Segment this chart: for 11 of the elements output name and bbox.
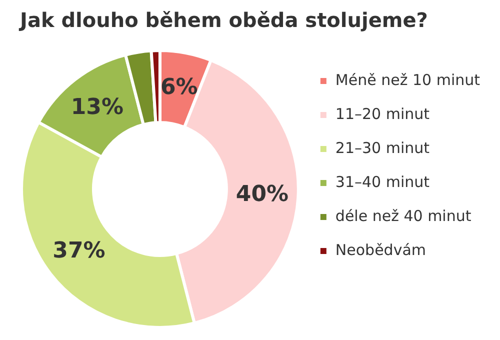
data-label: 13% bbox=[70, 94, 124, 120]
legend-label: 31–40 minut bbox=[335, 172, 430, 191]
legend-label: Méně než 10 minut bbox=[335, 70, 480, 89]
data-label: 40% bbox=[236, 182, 289, 208]
legend-label: déle než 40 minut bbox=[335, 206, 472, 225]
legend-label: 11–20 minut bbox=[335, 104, 430, 123]
chart-title: Jak dlouho během oběda stolujeme? bbox=[18, 8, 428, 32]
legend-label: Neobědvám bbox=[335, 240, 426, 259]
legend-label: 21–30 minut bbox=[335, 138, 430, 157]
data-label: 6% bbox=[160, 75, 198, 100]
data-label: 37% bbox=[52, 238, 106, 264]
